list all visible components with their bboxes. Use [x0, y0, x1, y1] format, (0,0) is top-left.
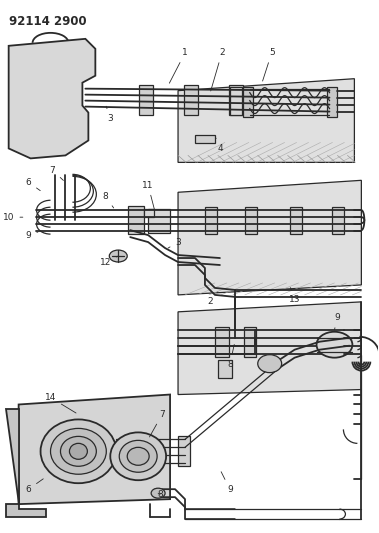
Text: 8: 8	[227, 344, 234, 369]
Text: 7: 7	[149, 410, 165, 437]
Text: 8: 8	[102, 192, 114, 208]
Text: 10: 10	[3, 213, 23, 222]
Bar	[327, 87, 337, 117]
Ellipse shape	[316, 332, 352, 358]
Text: 11: 11	[143, 181, 154, 209]
Ellipse shape	[61, 437, 96, 466]
Bar	[230, 87, 242, 115]
Ellipse shape	[69, 443, 88, 459]
Bar	[178, 437, 190, 466]
Text: 6: 6	[26, 178, 40, 191]
Text: 7: 7	[50, 166, 63, 181]
Bar	[139, 85, 153, 115]
Text: 14: 14	[45, 393, 76, 413]
Polygon shape	[178, 180, 361, 295]
Polygon shape	[19, 394, 170, 504]
Ellipse shape	[151, 488, 165, 498]
Ellipse shape	[109, 250, 127, 262]
Bar	[229, 85, 243, 115]
Ellipse shape	[119, 440, 157, 472]
Text: 9: 9	[26, 231, 38, 240]
Polygon shape	[178, 302, 361, 394]
Text: 92114 2900: 92114 2900	[9, 15, 86, 28]
Bar	[128, 206, 144, 234]
Bar	[205, 207, 217, 234]
Text: 2: 2	[211, 49, 225, 91]
Bar	[243, 87, 253, 117]
Polygon shape	[6, 409, 45, 517]
Ellipse shape	[110, 432, 166, 480]
Bar	[290, 207, 302, 234]
Text: 9: 9	[221, 472, 233, 494]
Text: 5: 5	[263, 49, 274, 81]
Text: 13: 13	[289, 288, 301, 304]
Bar	[218, 360, 232, 377]
Bar	[244, 327, 256, 357]
Ellipse shape	[50, 429, 106, 474]
Text: 9: 9	[334, 313, 340, 330]
Bar	[195, 135, 215, 143]
Bar	[215, 327, 229, 357]
Polygon shape	[178, 79, 354, 163]
Bar	[184, 85, 198, 115]
Polygon shape	[9, 39, 96, 158]
Text: 3: 3	[106, 106, 113, 123]
Bar	[332, 207, 345, 234]
Text: 3: 3	[168, 238, 181, 248]
Text: 2: 2	[207, 292, 218, 306]
Ellipse shape	[127, 447, 149, 465]
Text: 12: 12	[100, 256, 118, 266]
Text: 4: 4	[216, 138, 223, 153]
Text: 8: 8	[157, 490, 163, 499]
Text: 6: 6	[26, 479, 43, 494]
Bar	[148, 209, 170, 233]
Bar	[144, 209, 154, 217]
Bar	[245, 207, 257, 234]
Ellipse shape	[258, 354, 282, 373]
Text: 1: 1	[169, 49, 188, 83]
Ellipse shape	[41, 419, 116, 483]
